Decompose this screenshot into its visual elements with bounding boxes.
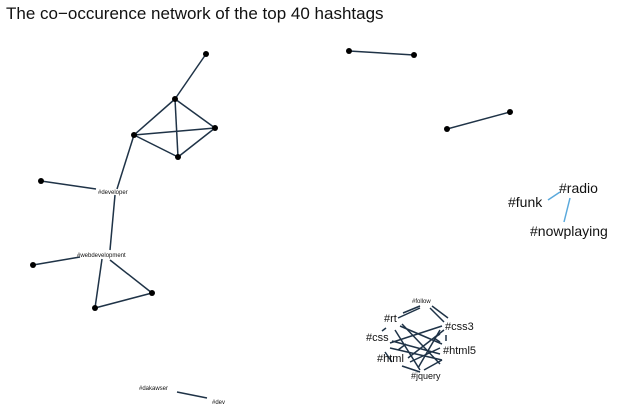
edge bbox=[94, 258, 103, 309]
edge bbox=[446, 111, 511, 130]
node-label-css3: #css3 bbox=[445, 321, 474, 333]
nodes bbox=[30, 48, 513, 311]
node bbox=[175, 154, 181, 160]
node-label-html: #html bbox=[377, 353, 404, 365]
edge bbox=[32, 256, 81, 266]
edge bbox=[348, 50, 415, 56]
edge bbox=[563, 197, 571, 223]
node-label-html5: #html5 bbox=[443, 345, 476, 357]
edge bbox=[381, 327, 387, 332]
edge bbox=[547, 191, 561, 201]
edge bbox=[429, 307, 445, 323]
edge bbox=[389, 325, 443, 344]
node bbox=[212, 125, 218, 131]
node-label-jquery: #jquery bbox=[411, 371, 441, 381]
music-edges bbox=[547, 191, 571, 223]
edge bbox=[394, 329, 421, 371]
edge bbox=[384, 351, 393, 363]
edge bbox=[133, 98, 176, 136]
edge bbox=[177, 127, 216, 158]
edge bbox=[133, 134, 179, 158]
edge bbox=[133, 127, 216, 136]
edge bbox=[40, 180, 97, 190]
edge bbox=[433, 333, 441, 339]
edge bbox=[174, 98, 179, 158]
edge bbox=[109, 259, 153, 294]
node-label-css: #css bbox=[366, 332, 389, 344]
node-label-radio: #radio bbox=[559, 180, 598, 196]
edge bbox=[431, 305, 449, 319]
node bbox=[30, 262, 36, 268]
node-label-funk: #funk bbox=[508, 194, 543, 210]
edges bbox=[32, 50, 511, 399]
node-label-dev: #dev bbox=[212, 400, 225, 406]
edge bbox=[423, 359, 443, 371]
edge bbox=[397, 343, 407, 351]
node bbox=[203, 51, 209, 57]
node-labels: #developer #webdevelopment #funk #radio … bbox=[77, 180, 608, 406]
edge bbox=[116, 134, 135, 190]
edge bbox=[176, 391, 208, 399]
node bbox=[172, 96, 178, 102]
edge bbox=[433, 337, 441, 343]
node-label-nowplaying: #nowplaying bbox=[530, 223, 608, 239]
node bbox=[346, 48, 352, 54]
node-label-follow: #follow bbox=[412, 299, 431, 305]
diagram-title: The co−occurence network of the top 40 h… bbox=[6, 4, 384, 23]
node bbox=[411, 52, 417, 58]
node-label-dakawser: #dakawser bbox=[139, 386, 168, 392]
node-label-rt: #rt bbox=[384, 313, 397, 325]
edge bbox=[401, 365, 421, 373]
node bbox=[149, 290, 155, 296]
edge bbox=[402, 305, 421, 314]
node bbox=[131, 132, 137, 138]
edge bbox=[94, 292, 153, 309]
edge bbox=[174, 53, 207, 100]
node-label-developer: #developer bbox=[98, 190, 128, 196]
edge bbox=[109, 194, 116, 251]
node bbox=[507, 109, 513, 115]
node bbox=[38, 178, 44, 184]
node-label-webdevelopment: #webdevelopment bbox=[77, 253, 126, 259]
edge bbox=[174, 98, 216, 129]
node bbox=[444, 126, 450, 132]
node bbox=[92, 305, 98, 311]
edge bbox=[397, 307, 421, 319]
